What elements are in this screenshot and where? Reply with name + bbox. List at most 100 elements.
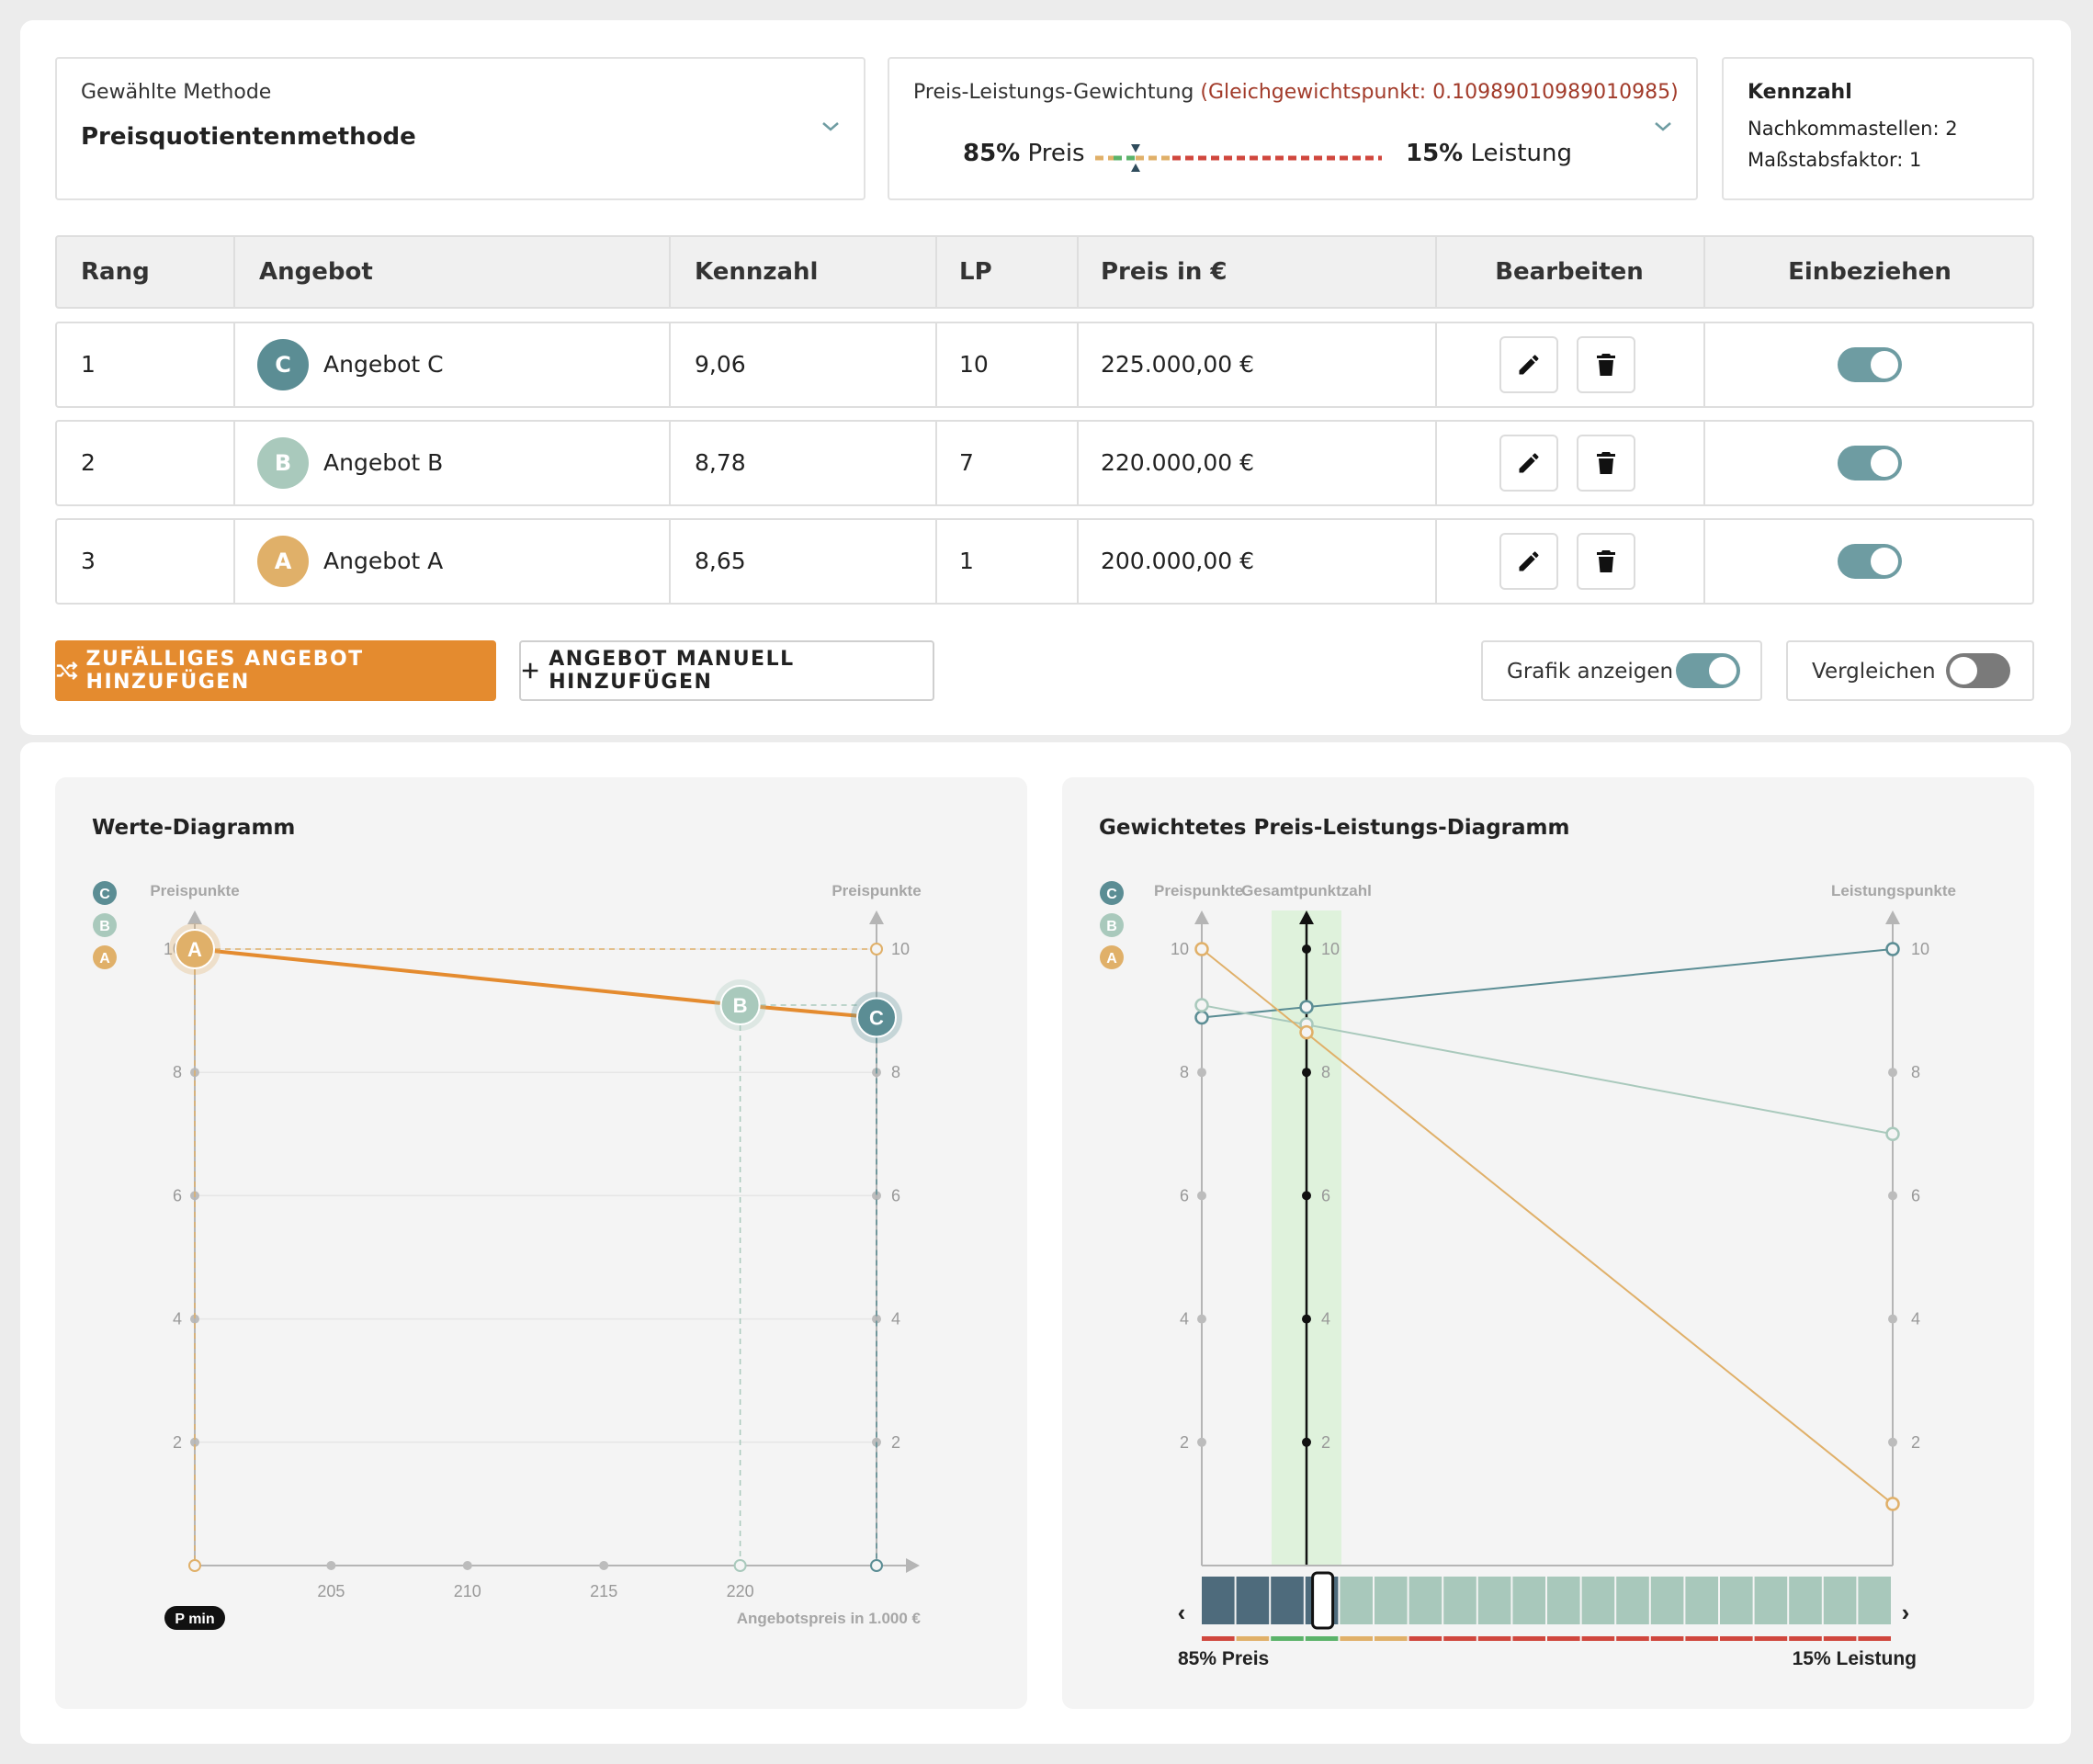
table-row: 1 C Angebot C 9,06 10 225.000,00 € <box>55 322 2034 408</box>
show-graphic-toggle[interactable] <box>1676 653 1740 688</box>
header-rang[interactable]: Rang <box>81 258 150 286</box>
slider-strip-segment <box>1236 1636 1270 1641</box>
add-random-offer-label: ZUFÄLLIGES ANGEBOT HINZUFÜGEN <box>85 648 364 694</box>
slider-segment <box>1271 1577 1304 1624</box>
data-point-label-b: B <box>733 994 748 1017</box>
y-tick-left <box>1197 1068 1206 1078</box>
x-tick <box>462 1561 472 1570</box>
slider-segment <box>1858 1577 1891 1624</box>
weight-price-pct: 85% <box>963 140 1021 167</box>
table-row: 2 B Angebot B 8,78 7 220.000,00 € <box>55 420 2034 506</box>
compare-control[interactable]: Vergleichen <box>1786 640 2034 701</box>
y-tick-label-middle: 6 <box>1321 1186 1330 1204</box>
slider-segment <box>1512 1577 1545 1624</box>
method-select[interactable]: Gewählte Methode Preisquotientenmethode <box>55 57 865 200</box>
row-kennzahl: 9,06 <box>695 351 746 378</box>
row-lp: 1 <box>959 548 974 574</box>
slider-strip-segment <box>1477 1636 1511 1641</box>
axis-label-left: Preispunkte <box>1154 882 1243 899</box>
edit-button[interactable] <box>1499 533 1558 590</box>
kennzahl-box[interactable]: Kennzahl Nachkommastellen: 2 Maßstabsfak… <box>1722 57 2034 200</box>
include-toggle[interactable] <box>1838 544 1902 579</box>
y-tick-label-right: 6 <box>1911 1186 1920 1204</box>
pencil-icon <box>1519 551 1539 571</box>
method-label: Gewählte Methode <box>81 81 272 104</box>
slider-segment <box>1477 1577 1511 1624</box>
slider-strip-segment <box>1271 1636 1304 1641</box>
edit-button[interactable] <box>1499 435 1558 492</box>
weight-price-word: Preis <box>1027 140 1085 167</box>
x-tick-label: 215 <box>590 1582 617 1600</box>
y-tick-label-right: 8 <box>1911 1063 1920 1081</box>
total-point-a <box>1299 1024 1314 1040</box>
edit-button[interactable] <box>1499 336 1558 393</box>
slider-strip-segment <box>1789 1636 1822 1641</box>
data-point-label-c: C <box>869 1006 884 1029</box>
axis-label-left: Preispunkte <box>150 882 239 899</box>
shuffle-icon <box>56 662 78 680</box>
slider-strip-segment <box>1547 1636 1580 1641</box>
header-angebot[interactable]: Angebot <box>259 258 373 286</box>
y-tick-label-left: 8 <box>173 1063 182 1081</box>
row-price: 220.000,00 € <box>1101 449 1254 476</box>
delete-button[interactable] <box>1577 533 1635 590</box>
header-bearbeiten: Bearbeiten <box>1495 258 1644 286</box>
x-tick-label: 205 <box>317 1582 345 1600</box>
price-point-b <box>1194 998 1209 1012</box>
y-tick-right <box>1888 1191 1897 1201</box>
header-kennzahl[interactable]: Kennzahl <box>695 258 819 286</box>
performance-point-c <box>1885 942 1900 956</box>
pencil-icon <box>1519 355 1539 375</box>
slider-performance-label: 15% Leistung <box>1793 1648 1917 1669</box>
include-toggle[interactable] <box>1838 347 1902 382</box>
add-random-offer-button[interactable]: ZUFÄLLIGES ANGEBOT HINZUFÜGEN <box>55 640 496 701</box>
x-tick <box>599 1561 609 1570</box>
plus-icon <box>522 662 538 679</box>
method-value: Preisquotientenmethode <box>81 123 416 151</box>
weighted-chart-panel: Gewichtetes Preis-Leistungs-Diagramm <box>1062 777 2034 1709</box>
y-tick-label-right: 6 <box>891 1186 900 1204</box>
slider-segment <box>1340 1577 1373 1624</box>
x-axis-arrow <box>906 1558 920 1573</box>
y-axis-arrow-right <box>1885 910 1900 924</box>
row-kennzahl: 8,78 <box>695 449 746 476</box>
y-tick-left <box>1197 1314 1206 1324</box>
header-preis[interactable]: Preis in € <box>1101 258 1228 286</box>
slider-strip-segment <box>1581 1636 1615 1641</box>
header-lp[interactable]: LP <box>959 258 992 286</box>
slider-strip-segment <box>1409 1636 1442 1641</box>
y-tick-label-left: 4 <box>1180 1310 1189 1329</box>
slider-strip-segment <box>1443 1636 1476 1641</box>
axis-label-right: Leistungspunkte <box>1831 882 1956 899</box>
pencil-icon <box>1519 453 1539 473</box>
y-tick-right <box>1888 1068 1897 1078</box>
row-price: 200.000,00 € <box>1101 548 1254 574</box>
x-marker-b <box>733 1559 747 1572</box>
delete-button[interactable] <box>1577 336 1635 393</box>
show-graphic-control[interactable]: Grafik anzeigen <box>1481 640 1762 701</box>
add-manual-offer-button[interactable]: ANGEBOT MANUELL HINZUFÜGEN <box>519 640 934 701</box>
axis-label-middle: Gesamtpunktzahl <box>1241 882 1372 899</box>
delete-button[interactable] <box>1577 435 1635 492</box>
show-graphic-label: Grafik anzeigen <box>1507 660 1674 684</box>
weighting-select[interactable]: Preis-Leistungs-Gewichtung (Gleichgewich… <box>888 57 1698 200</box>
weight-perf-pct: 15% <box>1406 140 1464 167</box>
slider-strip-segment <box>1202 1636 1235 1641</box>
slider-segment <box>1409 1577 1442 1624</box>
slider-strip-segment <box>1650 1636 1684 1641</box>
y-tick-label-left: 2 <box>173 1433 182 1452</box>
y-tick-label-left: 6 <box>173 1186 182 1204</box>
x-tick-label: 210 <box>454 1582 481 1600</box>
weighting-mini-slider <box>1095 144 1382 172</box>
compare-toggle[interactable] <box>1946 653 2010 688</box>
y-tick-label-left: 2 <box>1180 1433 1189 1452</box>
slider-segment <box>1720 1577 1753 1624</box>
data-point-b <box>719 985 761 1026</box>
slider-segment <box>1685 1577 1718 1624</box>
table-row: 3 A Angebot A 8,65 1 200.000,00 € <box>55 518 2034 605</box>
y-tick-label-middle: 10 <box>1321 940 1340 958</box>
row-rank: 3 <box>81 548 96 574</box>
trash-icon <box>1597 354 1615 376</box>
y-axis-left-arrow <box>187 910 202 924</box>
include-toggle[interactable] <box>1838 446 1902 481</box>
